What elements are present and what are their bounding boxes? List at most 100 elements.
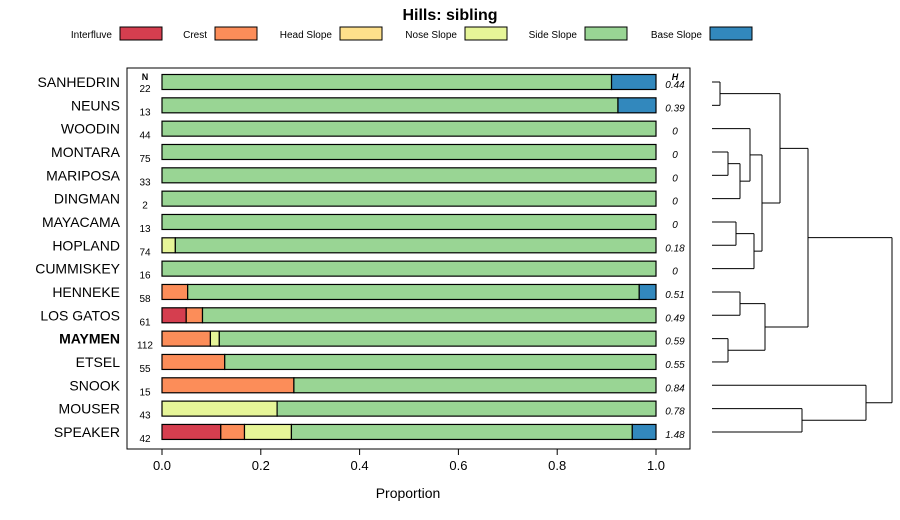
row-label: SANHEDRIN xyxy=(38,74,120,90)
row-label: MONTARA xyxy=(51,144,121,160)
legend-swatch xyxy=(584,26,628,41)
row-label: CUMMISKEY xyxy=(35,261,120,277)
bar-segment xyxy=(187,283,640,301)
h-column-header: H xyxy=(672,72,679,82)
row-h-value: 0 xyxy=(672,220,678,231)
row-n-value: 2 xyxy=(142,201,148,212)
row-h-value: 0.39 xyxy=(665,103,685,114)
bar-segment xyxy=(161,120,657,137)
row-n-value: 13 xyxy=(139,224,151,235)
row-h-value: 0.51 xyxy=(665,290,684,301)
bar-segment xyxy=(161,330,212,347)
row-h-value: 0 xyxy=(672,267,678,278)
bar-segment xyxy=(617,97,657,114)
row-n-value: 75 xyxy=(139,154,151,165)
bar-segment xyxy=(220,423,246,441)
row-label: ETSEL xyxy=(76,354,121,370)
x-tick-label: 0.2 xyxy=(252,458,270,473)
legend-swatch xyxy=(119,26,163,41)
x-axis: 0.0 0.2 0.4 0.6 0.8 1.0 xyxy=(153,449,665,473)
bar-segment xyxy=(161,400,278,417)
legend-label: Base Slope xyxy=(651,30,703,41)
bar-segment xyxy=(174,237,657,254)
row-n-value: 55 xyxy=(139,364,151,375)
row-label: SNOOK xyxy=(69,377,120,393)
row-n-value: 74 xyxy=(139,247,151,258)
bar-segment xyxy=(161,167,657,184)
bar-segment xyxy=(161,260,657,277)
row-n-value: 33 xyxy=(139,177,151,188)
legend-label: Nose Slope xyxy=(405,30,457,41)
row-h-value: 0 xyxy=(672,150,678,161)
x-tick-label: 0.4 xyxy=(351,458,369,473)
bar-segment xyxy=(218,330,657,347)
legend-swatch xyxy=(214,26,258,41)
legend-label: Interfluve xyxy=(71,30,113,41)
row-label: MAYACAMA xyxy=(42,214,121,230)
row-label: HOPLAND xyxy=(52,237,120,253)
row-n-value: 112 xyxy=(137,341,153,352)
row-n-value: 16 xyxy=(139,271,151,282)
bar-segment xyxy=(276,400,657,417)
row-h-value: 1.48 xyxy=(665,430,685,441)
row-label: HENNEKE xyxy=(52,284,120,300)
bar-segment xyxy=(224,353,657,371)
bar-segment xyxy=(610,73,657,91)
row-label: NEUNS xyxy=(71,97,120,113)
bar-segment xyxy=(161,190,657,207)
bar-segment xyxy=(201,307,657,324)
row-h-value: 0.18 xyxy=(665,243,685,254)
row-label: MAYMEN xyxy=(59,331,120,347)
bar-segment xyxy=(290,423,633,441)
x-axis-label: Proportion xyxy=(376,485,441,501)
legend-swatch xyxy=(709,26,753,41)
row-n-value: 13 xyxy=(139,107,151,118)
row-h-value: 0.44 xyxy=(665,80,685,91)
row-label: WOODIN xyxy=(61,121,120,137)
x-tick-label: 0.6 xyxy=(449,458,467,473)
row-h-value: 0.78 xyxy=(665,407,685,418)
bar-segment xyxy=(161,73,613,91)
bar-segment xyxy=(161,237,176,254)
bar-segment xyxy=(631,423,657,441)
row-n-value: 42 xyxy=(139,434,151,445)
x-tick-label: 0.8 xyxy=(548,458,566,473)
legend-label: Crest xyxy=(183,30,207,41)
row-label: LOS GATOS xyxy=(40,307,120,323)
row-h-value: 0.59 xyxy=(665,337,685,348)
row-label: MOUSER xyxy=(59,401,120,417)
row-h-value: 0.49 xyxy=(665,313,685,324)
bar-segment xyxy=(185,307,204,324)
bar-segment xyxy=(161,213,657,231)
dendrogram xyxy=(712,81,893,433)
bar-segment xyxy=(243,423,293,441)
bar-segment xyxy=(161,143,657,161)
row-h-value: 0 xyxy=(672,127,678,138)
row-h-value: 0.55 xyxy=(665,360,685,371)
chart-rows: SANHEDRIN 22 0.44 NEUNS 13 0.39 WOODIN 44 0 MONTA… xyxy=(35,73,685,445)
legend-label: Side Slope xyxy=(529,30,578,41)
bar-segment xyxy=(161,307,187,324)
row-label: MARIPOSA xyxy=(46,167,121,183)
bar-segment xyxy=(161,423,222,441)
bar-segment xyxy=(161,353,226,371)
row-h-value: 0 xyxy=(672,173,678,184)
row-h-value: 0.84 xyxy=(665,383,685,394)
row-h-value: 0 xyxy=(672,197,678,208)
bar-segment xyxy=(161,97,619,114)
bar-segment xyxy=(638,283,657,301)
n-column-header: N xyxy=(142,72,149,82)
bar-segment xyxy=(161,377,295,394)
row-n-value: 22 xyxy=(139,84,151,95)
bar-segment xyxy=(209,330,220,347)
x-tick-label: 0.0 xyxy=(153,458,171,473)
row-n-value: 43 xyxy=(139,411,151,422)
chart-title: Hills: sibling xyxy=(402,7,497,24)
plot-frame xyxy=(126,67,691,450)
bar-segment xyxy=(161,283,189,301)
legend-swatch xyxy=(464,26,508,41)
x-tick-label: 1.0 xyxy=(647,458,665,473)
row-n-value: 15 xyxy=(139,387,151,398)
row-n-value: 44 xyxy=(139,131,151,142)
